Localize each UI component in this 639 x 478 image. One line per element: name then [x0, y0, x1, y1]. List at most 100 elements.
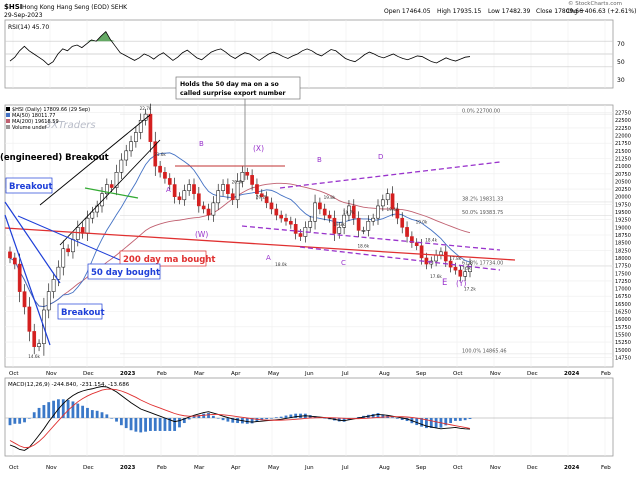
- candle-body: [405, 227, 409, 237]
- candle-body: [12, 257, 17, 265]
- price-point-label: 17.2k: [464, 286, 476, 291]
- candle-body: [419, 245, 424, 259]
- fib-label: 61.8% 17734.00: [462, 261, 503, 267]
- macd-histogram-bar: [415, 418, 419, 426]
- ma200-bought-label: 200 day ma bought: [123, 255, 216, 265]
- macd-histogram-bar: [284, 415, 288, 418]
- candle-body: [119, 159, 124, 173]
- macd-histogram-bar: [434, 418, 438, 428]
- macd-histogram-bar: [274, 417, 278, 418]
- x-axis-price: Oct Nov Dec 2023 Feb Mar Apr May Jun Jul Aug Sep Oct…: [9, 371, 611, 377]
- x-axis-label: Aug: [379, 371, 390, 377]
- macd-histogram-bar: [371, 413, 375, 418]
- signal-line: [9, 388, 471, 449]
- x-axis-label: Feb: [601, 371, 611, 377]
- candle-body: [342, 214, 346, 228]
- ma50-bought-label: 50 day bought: [91, 268, 160, 278]
- price-point-label: 19.8k: [324, 195, 336, 200]
- wave-a-label: A: [166, 186, 171, 194]
- candle-body: [308, 220, 313, 228]
- legend-swatch-ma50: [6, 113, 10, 117]
- macd-histogram-bar: [86, 407, 89, 418]
- candle-body: [458, 269, 463, 277]
- macd-histogram-bar: [323, 418, 327, 419]
- macd-histogram-bar: [289, 414, 293, 418]
- candle-body: [463, 271, 468, 277]
- wave-c-label: C: [341, 259, 346, 267]
- rsi-level-50: 50: [617, 59, 625, 66]
- price-y-tick: 22500: [615, 118, 631, 124]
- candle-body: [414, 242, 419, 246]
- price-y-tick: 16000: [615, 317, 631, 323]
- candle-body: [332, 217, 337, 234]
- macd-histogram-bar: [395, 418, 399, 419]
- rsi-series: [9, 30, 471, 66]
- macd-histogram-bar: [32, 412, 36, 418]
- x-axis-label: May: [268, 371, 280, 377]
- holds-note-box: [175, 76, 301, 100]
- candle-body: [216, 190, 221, 204]
- macd-histogram-bar: [18, 418, 22, 424]
- macd-histogram-bar: [95, 410, 99, 418]
- price-y-tick: 16750: [615, 294, 631, 300]
- wave-a2-label: A: [266, 254, 271, 262]
- price-y-tick: 20500: [615, 179, 631, 185]
- macd-histogram-bar: [13, 418, 17, 424]
- macd-histogram-bar: [110, 418, 114, 419]
- candle-body: [167, 178, 172, 185]
- candle-body: [158, 165, 162, 173]
- candle-body: [134, 132, 138, 142]
- macd-panel: MACD(12,26,9) -244.840, -231.154, -13.68…: [4, 377, 614, 457]
- chart-date: 29-Sep-2023: [4, 12, 43, 19]
- wave-x-label: (X): [253, 144, 264, 153]
- macd-histogram-bar: [124, 418, 128, 429]
- candle-body: [226, 184, 230, 194]
- x-axis-label: 2023: [120, 465, 135, 471]
- macd-histogram-bar: [197, 415, 201, 418]
- candle-body: [434, 254, 438, 262]
- candle-body: [51, 279, 56, 292]
- price-point-label: 20.2k: [256, 195, 268, 200]
- brand-credit: © StockCharts.com: [568, 0, 622, 7]
- ma50-bought-box: [87, 263, 161, 280]
- candle-body: [298, 233, 303, 237]
- change-value: Chg +406.63 (+2.61%): [566, 8, 636, 15]
- price-y-tick: 21250: [615, 156, 631, 162]
- legend-swatch-price: [6, 107, 10, 111]
- fib-label: 50.0% 19383.75: [462, 210, 503, 216]
- downtrend-line-1: [4, 201, 61, 284]
- macd-histogram-bar: [342, 418, 346, 422]
- candle-body: [148, 113, 153, 142]
- macd-legend: MACD(12,26,9) -244.840, -231.154, -13.68…: [8, 382, 130, 388]
- price-point-label: 19.4k: [387, 207, 399, 212]
- macd-histogram-bar: [90, 410, 94, 418]
- macd-histogram-bar: [260, 418, 264, 421]
- candle-body: [264, 196, 269, 204]
- macd-histogram-bar: [420, 418, 423, 427]
- candle-body: [288, 220, 293, 225]
- macd-histogram-bar: [149, 418, 152, 431]
- price-y-tick: 17500: [615, 271, 631, 277]
- x-axis-label: Sep: [416, 371, 427, 377]
- fib-label: 0.0% 22700.00: [462, 109, 500, 115]
- price-y-tick: 16500: [615, 302, 631, 308]
- macd-histogram-bar: [250, 418, 254, 424]
- green-breakout-line: [84, 187, 139, 199]
- macd-histogram-bar: [202, 413, 206, 418]
- x-axis-label: Aug: [379, 465, 390, 471]
- candle-body: [366, 220, 371, 231]
- candle-body: [182, 190, 187, 201]
- macd-histogram-bar: [211, 415, 215, 418]
- candle-body: [75, 227, 80, 240]
- candle-body: [269, 202, 274, 210]
- macd-histogram-bar: [357, 416, 361, 418]
- candle-body: [90, 211, 95, 219]
- trend-lines: [4, 97, 516, 346]
- price-y-tick: 15250: [615, 340, 631, 346]
- x-axis-label: Oct: [453, 465, 463, 471]
- rsi-level-70: 70: [617, 41, 625, 48]
- price-y-tick: 17250: [615, 279, 631, 285]
- x-axis-label: Oct: [9, 371, 19, 377]
